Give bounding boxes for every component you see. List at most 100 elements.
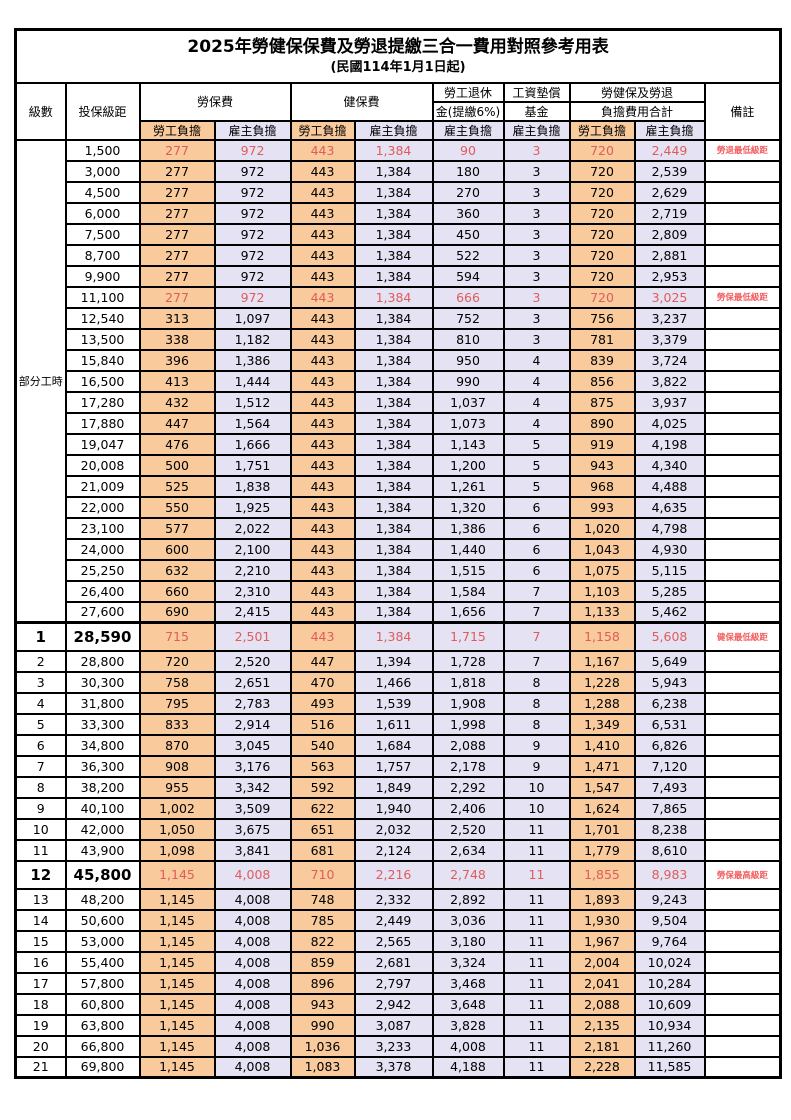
pension-employer: 2,088 <box>431 733 505 757</box>
labor-ins-employer: 3,841 <box>213 838 292 862</box>
total-employee: 2,228 <box>568 1055 636 1079</box>
health-ins-employer: 1,757 <box>353 754 434 778</box>
total-employer: 3,237 <box>633 306 706 330</box>
total-employer: 4,340 <box>633 453 706 477</box>
labor-ins-employer: 972 <box>213 285 292 309</box>
row-note <box>703 908 782 932</box>
row-note <box>703 1013 782 1037</box>
health-ins-employee: 443 <box>289 222 356 246</box>
wage-fund-employer: 7 <box>502 600 571 624</box>
pension-employer: 1,584 <box>431 579 505 603</box>
wage-fund-employer: 3 <box>502 264 571 288</box>
health-ins-employer: 2,565 <box>353 929 434 953</box>
row-note <box>703 390 782 414</box>
level-number: 15 <box>14 929 67 953</box>
total-employee: 2,135 <box>568 1013 636 1037</box>
health-ins-employee: 443 <box>289 264 356 288</box>
total-employer: 2,449 <box>633 138 706 162</box>
health-ins-employee: 651 <box>289 817 356 841</box>
health-ins-employer: 1,940 <box>353 796 434 820</box>
insured-bracket: 8,700 <box>64 243 141 267</box>
pension-employer: 2,634 <box>431 838 505 862</box>
part-time-row: 20,008 500 1,751 443 1,384 1,200 5 943 4,340 <box>16 453 782 477</box>
labor-ins-employer: 972 <box>213 264 292 288</box>
total-employer: 10,024 <box>633 950 706 974</box>
wage-fund-employer: 10 <box>502 796 571 820</box>
wage-fund-employer: 3 <box>502 159 571 183</box>
insured-bracket: 7,500 <box>64 222 141 246</box>
wage-fund-employer: 11 <box>502 992 571 1016</box>
wage-fund-employer: 6 <box>502 516 571 540</box>
total-employer: 8,983 <box>633 859 706 890</box>
total-employee: 720 <box>568 180 636 204</box>
level-number: 9 <box>14 796 67 820</box>
total-employer: 3,724 <box>633 348 706 372</box>
part-time-row: 17,880 447 1,564 443 1,384 1,073 4 890 4,025 <box>16 411 782 435</box>
insured-bracket: 31,800 <box>64 691 141 715</box>
level-row: 9 40,100 1,002 3,509 622 1,940 2,406 10 1,624 7,8… <box>14 796 782 820</box>
total-employer: 10,609 <box>633 992 706 1016</box>
total-employer: 11,260 <box>633 1034 706 1058</box>
health-ins-employer: 2,032 <box>353 817 434 841</box>
health-ins-employee: 443 <box>289 411 356 435</box>
level-row: 5 33,300 833 2,914 516 1,611 1,998 8 1,349 6,531 <box>14 712 782 736</box>
pension-employer: 666 <box>431 285 505 309</box>
pension-employer: 3,180 <box>431 929 505 953</box>
labor-ins-employee: 525 <box>138 474 216 498</box>
part-time-row: 7,500 277 972 443 1,384 450 3 720 2,809 <box>16 222 782 246</box>
health-ins-employer: 1,384 <box>353 327 434 351</box>
page-subtitle: (民國114年1月1日起) <box>330 59 466 75</box>
level-row: 15 53,000 1,145 4,008 822 2,565 3,180 11 1,967 9,… <box>14 929 782 953</box>
health-ins-employee: 443 <box>289 285 356 309</box>
labor-ins-employer: 4,008 <box>213 950 292 974</box>
total-employer: 9,504 <box>633 908 706 932</box>
total-employer: 7,120 <box>633 754 706 778</box>
row-note <box>703 929 782 953</box>
insured-bracket: 17,880 <box>64 411 141 435</box>
labor-ins-employer: 2,100 <box>213 537 292 561</box>
row-note <box>703 670 782 694</box>
labor-ins-employer: 4,008 <box>213 908 292 932</box>
wage-fund-employer: 3 <box>502 243 571 267</box>
part-time-row: 15,840 396 1,386 443 1,384 950 4 839 3,724 <box>16 348 782 372</box>
health-ins-employee: 443 <box>289 474 356 498</box>
health-ins-employee: 681 <box>289 838 356 862</box>
health-ins-employee: 443 <box>289 537 356 561</box>
level-row: 13 48,200 1,145 4,008 748 2,332 2,892 11 1,893 9,… <box>14 887 782 911</box>
pension-employer: 360 <box>431 201 505 225</box>
labor-ins-employee: 795 <box>138 691 216 715</box>
labor-ins-employee: 1,145 <box>138 887 216 911</box>
health-ins-employer: 1,384 <box>353 369 434 393</box>
pension-employer: 1,728 <box>431 649 505 673</box>
page-title: 2025年勞健保保費及勞退提繳三合一費用對照參考用表 <box>187 37 609 57</box>
subheader-employee: 勞工負擔 <box>138 119 216 141</box>
health-ins-employee: 447 <box>289 649 356 673</box>
labor-ins-employer: 2,022 <box>213 516 292 540</box>
pension-employer: 2,406 <box>431 796 505 820</box>
health-ins-employee: 1,083 <box>289 1055 356 1079</box>
labor-ins-employer: 4,008 <box>213 992 292 1016</box>
labor-ins-employee: 1,145 <box>138 1055 216 1079</box>
pension-employer: 2,892 <box>431 887 505 911</box>
level-row: 3 30,300 758 2,651 470 1,466 1,818 8 1,228 5,943 <box>14 670 782 694</box>
total-employer: 2,953 <box>633 264 706 288</box>
header-fund-line2: 基金 <box>502 100 571 122</box>
row-note <box>703 474 782 498</box>
insured-bracket: 1,500 <box>64 138 141 162</box>
level-number: 19 <box>14 1013 67 1037</box>
health-ins-employee: 443 <box>289 348 356 372</box>
level-row: 4 31,800 795 2,783 493 1,539 1,908 8 1,288 6,238 <box>14 691 782 715</box>
total-employee: 1,930 <box>568 908 636 932</box>
total-employer: 9,764 <box>633 929 706 953</box>
health-ins-employer: 1,384 <box>353 159 434 183</box>
health-ins-employer: 1,384 <box>353 201 434 225</box>
total-employee: 1,020 <box>568 516 636 540</box>
pension-employer: 2,520 <box>431 817 505 841</box>
total-employee: 720 <box>568 285 636 309</box>
total-employee: 1,133 <box>568 600 636 624</box>
labor-ins-employer: 1,925 <box>213 495 292 519</box>
pension-employer: 3,828 <box>431 1013 505 1037</box>
labor-ins-employer: 2,651 <box>213 670 292 694</box>
total-employer: 6,531 <box>633 712 706 736</box>
total-employee: 1,349 <box>568 712 636 736</box>
